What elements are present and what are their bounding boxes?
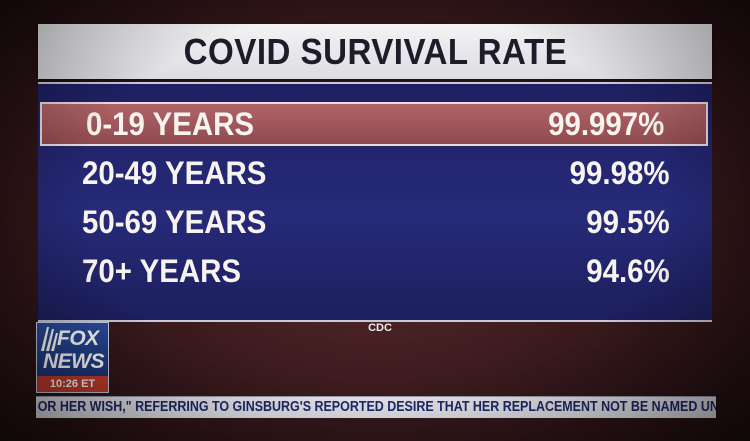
fox-streaks-icon xyxy=(41,327,58,351)
logo-text-news: NEWS xyxy=(43,350,105,373)
graphic-title-bar: COVID SURVIVAL RATE xyxy=(38,24,712,79)
table-row: 20-49 YEARS 99.98% xyxy=(38,151,712,195)
age-group-label: 0-19 YEARS xyxy=(86,105,255,142)
fox-news-logo: FOX NEWS 10:26 ET xyxy=(36,322,109,393)
news-ticker: OR HER WISH," REFERRING TO GINSBURG'S RE… xyxy=(36,396,716,418)
survival-rate-value: 99.98% xyxy=(570,154,670,191)
survival-rate-value: 99.5% xyxy=(586,203,670,240)
logo-text-fox: FOX xyxy=(57,327,99,350)
table-row: 70+ YEARS 94.6% xyxy=(38,249,712,293)
table-row: 50-69 YEARS 99.5% xyxy=(38,200,712,244)
survival-rate-value: 99.997% xyxy=(547,105,664,142)
source-label: CDC xyxy=(368,322,392,334)
graphic-title: COVID SURVIVAL RATE xyxy=(183,30,567,72)
age-group-label: 20-49 YEARS xyxy=(82,154,267,191)
age-group-label: 50-69 YEARS xyxy=(82,203,267,240)
survival-rate-value: 94.6% xyxy=(586,252,670,289)
ticker-text: OR HER WISH," REFERRING TO GINSBURG'S RE… xyxy=(37,399,716,415)
survival-rate-panel: 0-19 YEARS 99.997% 20-49 YEARS 99.98% 50… xyxy=(38,82,712,322)
age-group-label: 70+ YEARS xyxy=(82,252,242,289)
timestamp: 10:26 ET xyxy=(37,376,108,392)
table-row: 0-19 YEARS 99.997% xyxy=(40,102,708,146)
